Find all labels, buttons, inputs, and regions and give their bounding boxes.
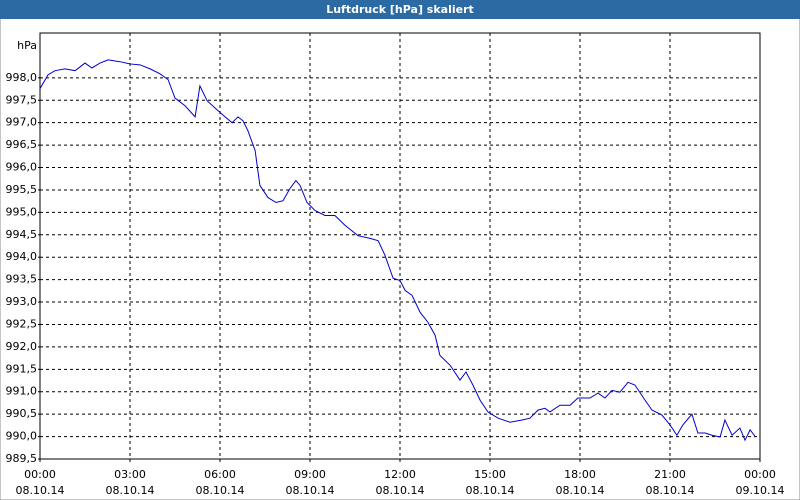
- x-tick-label: 08.10.14: [556, 484, 605, 497]
- x-tick-label: 09:00: [294, 468, 326, 481]
- y-tick-label: 990,0: [6, 430, 38, 443]
- plot-area: 989,5 990,0 990,5 991,0 991,5 992,0 992,5 993,0…: [6, 32, 785, 497]
- y-tick-label: 995,0: [6, 205, 38, 218]
- chart-title: Luftdruck [hPa] skaliert: [326, 3, 474, 16]
- x-tick-label: 08.10.14: [106, 484, 155, 497]
- x-tick-label: 08.10.14: [286, 484, 335, 497]
- y-tick-label: 991,0: [6, 385, 38, 398]
- x-tick-label: 08.10.14: [466, 484, 515, 497]
- x-tick-label: 15:00: [474, 468, 506, 481]
- y-tick-label: 993,5: [6, 273, 38, 286]
- y-tick-label: 994,0: [6, 250, 38, 263]
- x-tick-label: 21:00: [654, 468, 686, 481]
- y-tick-label: 989,5: [6, 452, 38, 465]
- y-tick-label: 996,5: [6, 138, 38, 151]
- y-tick-label: 992,0: [6, 340, 38, 353]
- y-tick-label: 995,5: [6, 183, 38, 196]
- x-tick-label: 18:00: [564, 468, 596, 481]
- x-tick-label: 08.10.14: [16, 484, 65, 497]
- plot-border: [39, 32, 761, 460]
- y-tick-label: 997,0: [6, 116, 38, 129]
- y-axis-label: hPa: [17, 39, 37, 52]
- x-tick-label: 08.10.14: [376, 484, 425, 497]
- y-tick-label: 998,0: [6, 71, 38, 84]
- x-tick-label: 12:00: [384, 468, 416, 481]
- y-tick-label: 991,5: [6, 362, 38, 375]
- title-bar: [0, 0, 800, 19]
- x-tick-label: 00:00: [24, 468, 56, 481]
- x-tick-label: 08.10.14: [646, 484, 695, 497]
- y-tick-label: 992,5: [6, 317, 38, 330]
- y-tick-label: 996,0: [6, 161, 38, 174]
- x-tick-label: 08.10.14: [196, 484, 245, 497]
- x-tick-label: 09.10.14: [736, 484, 785, 497]
- data-line: [39, 59, 756, 442]
- y-tick-label: 994,5: [6, 228, 38, 241]
- x-tick-label: 03:00: [114, 468, 146, 481]
- y-tick-label: 993,0: [6, 295, 38, 308]
- y-tick-label: 990,5: [6, 407, 38, 420]
- x-tick-label: 00:00: [744, 468, 776, 481]
- y-tick-label: 997,5: [6, 93, 38, 106]
- x-tick-label: 06:00: [204, 468, 236, 481]
